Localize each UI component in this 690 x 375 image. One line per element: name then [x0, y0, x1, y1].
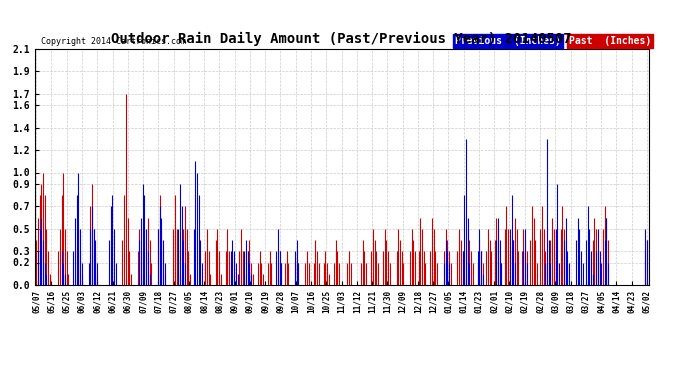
Text: Previous  (Inches): Previous (Inches)	[455, 36, 561, 46]
Text: Copyright 2014 Cartronics.com: Copyright 2014 Cartronics.com	[41, 38, 186, 46]
Title: Outdoor Rain Daily Amount (Past/Previous Year) 20140507: Outdoor Rain Daily Amount (Past/Previous…	[111, 32, 572, 46]
Text: Past  (Inches): Past (Inches)	[569, 36, 651, 46]
